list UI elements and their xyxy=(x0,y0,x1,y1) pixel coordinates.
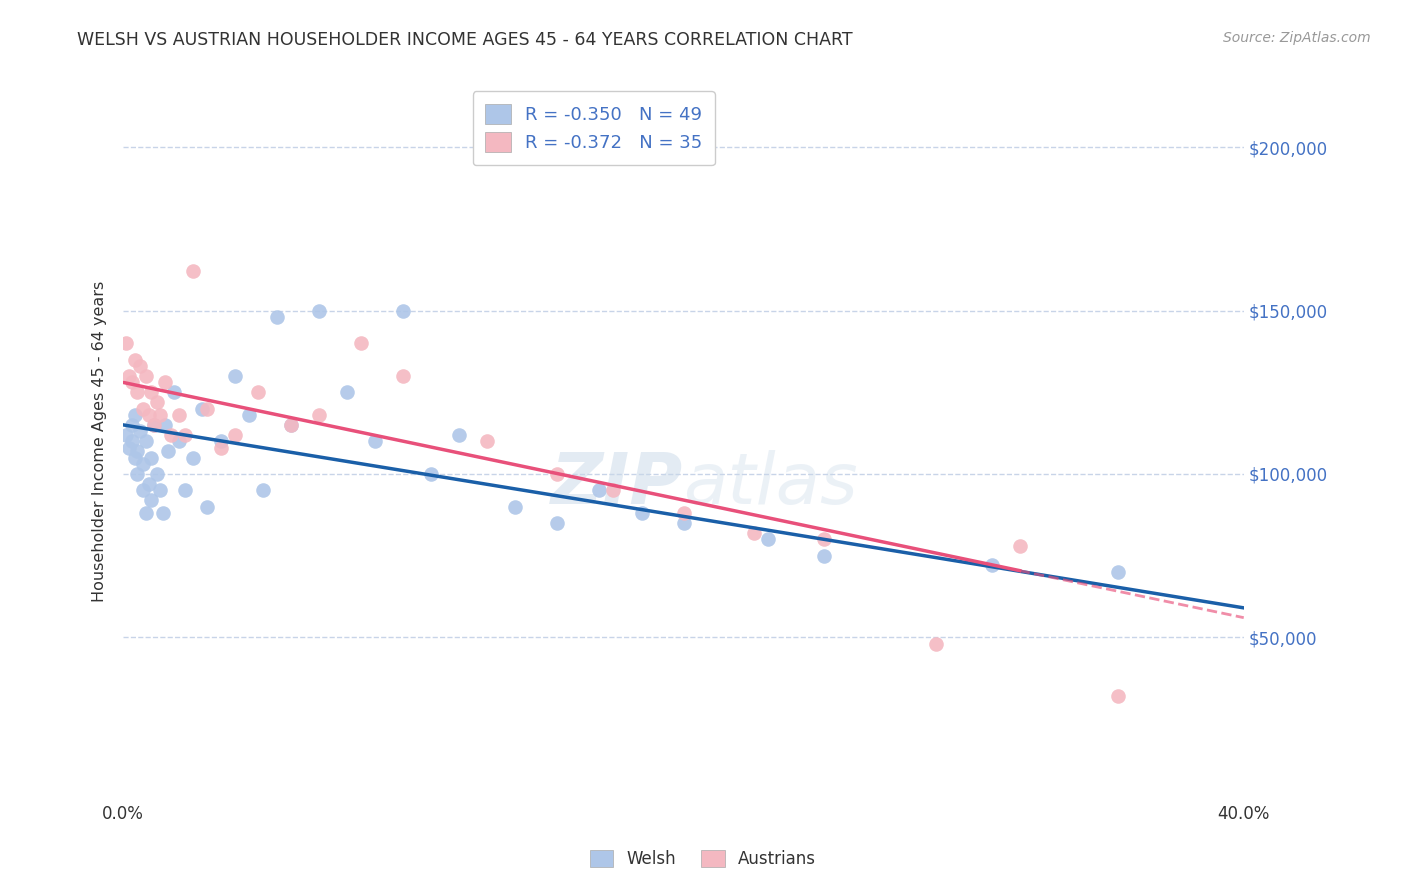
Point xyxy=(224,427,246,442)
Text: Source: ZipAtlas.com: Source: ZipAtlas.com xyxy=(1223,31,1371,45)
Point xyxy=(141,450,163,465)
Point xyxy=(155,376,177,390)
Point xyxy=(143,417,166,432)
Point xyxy=(115,427,138,442)
Point xyxy=(672,516,695,530)
Point xyxy=(308,303,330,318)
Point xyxy=(141,385,163,400)
Point xyxy=(183,264,205,278)
Point xyxy=(546,467,568,481)
Point xyxy=(169,408,191,422)
Point xyxy=(121,434,143,449)
Point xyxy=(924,637,946,651)
Point xyxy=(127,444,149,458)
Point xyxy=(252,483,274,498)
Point xyxy=(630,506,652,520)
Text: atlas: atlas xyxy=(683,450,858,519)
Point xyxy=(190,401,212,416)
Point xyxy=(146,467,169,481)
Point xyxy=(449,427,471,442)
Point xyxy=(157,444,180,458)
Point xyxy=(124,408,146,422)
Point xyxy=(602,483,624,498)
Point xyxy=(143,417,166,432)
Point xyxy=(1008,539,1031,553)
Point xyxy=(209,434,232,449)
Point xyxy=(118,368,141,383)
Point xyxy=(813,533,835,547)
Point xyxy=(121,376,143,390)
Point xyxy=(350,336,373,351)
Point xyxy=(238,408,260,422)
Point xyxy=(183,450,205,465)
Point xyxy=(280,417,302,432)
Legend: Welsh, Austrians: Welsh, Austrians xyxy=(583,843,823,875)
Point xyxy=(813,549,835,563)
Point xyxy=(141,493,163,508)
Point xyxy=(505,500,527,514)
Text: WELSH VS AUSTRIAN HOUSEHOLDER INCOME AGES 45 - 64 YEARS CORRELATION CHART: WELSH VS AUSTRIAN HOUSEHOLDER INCOME AGE… xyxy=(77,31,853,49)
Point xyxy=(672,506,695,520)
Point xyxy=(224,368,246,383)
Point xyxy=(195,401,218,416)
Point xyxy=(308,408,330,422)
Point xyxy=(1107,689,1129,703)
Point xyxy=(742,525,765,540)
Point xyxy=(127,385,149,400)
Point xyxy=(174,427,197,442)
Point xyxy=(129,359,152,373)
Point xyxy=(392,303,415,318)
Point xyxy=(160,427,183,442)
Point xyxy=(280,417,302,432)
Point xyxy=(149,408,172,422)
Point xyxy=(132,483,155,498)
Point xyxy=(209,441,232,455)
Y-axis label: Householder Income Ages 45 - 64 years: Householder Income Ages 45 - 64 years xyxy=(93,281,107,602)
Point xyxy=(138,408,160,422)
Point xyxy=(129,425,152,439)
Point xyxy=(127,467,149,481)
Point xyxy=(1107,565,1129,579)
Point xyxy=(477,434,499,449)
Point xyxy=(118,441,141,455)
Point xyxy=(392,368,415,383)
Point xyxy=(152,506,174,520)
Point xyxy=(546,516,568,530)
Point xyxy=(756,533,779,547)
Point xyxy=(195,500,218,514)
Point xyxy=(364,434,387,449)
Point xyxy=(138,476,160,491)
Text: ZIP: ZIP xyxy=(551,450,683,519)
Point xyxy=(266,310,288,325)
Point xyxy=(420,467,443,481)
Point xyxy=(155,417,177,432)
Point xyxy=(246,385,269,400)
Point xyxy=(135,506,157,520)
Point xyxy=(121,417,143,432)
Point xyxy=(174,483,197,498)
Point xyxy=(124,352,146,367)
Point xyxy=(149,483,172,498)
Point xyxy=(336,385,359,400)
Point xyxy=(588,483,610,498)
Point xyxy=(132,401,155,416)
Point xyxy=(132,457,155,471)
Point xyxy=(124,450,146,465)
Point xyxy=(146,395,169,409)
Point xyxy=(980,558,1002,573)
Point xyxy=(135,368,157,383)
Point xyxy=(163,385,186,400)
Point xyxy=(169,434,191,449)
Point xyxy=(135,434,157,449)
Point xyxy=(115,336,138,351)
Legend: R = -0.350   N = 49, R = -0.372   N = 35: R = -0.350 N = 49, R = -0.372 N = 35 xyxy=(472,91,716,165)
